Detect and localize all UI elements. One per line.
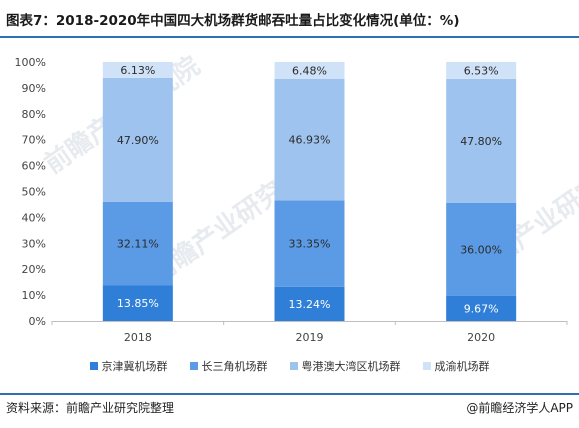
legend-item: 成渝机场群	[422, 358, 490, 374]
data-label: 36.00%	[460, 243, 502, 256]
data-label: 6.13%	[120, 64, 155, 77]
x-tick-label: 2018	[124, 331, 152, 344]
legend-item: 京津冀机场群	[89, 358, 168, 374]
brand-credit: @前瞻经济学人APP	[466, 401, 573, 415]
bar-segment	[102, 285, 173, 321]
data-label: 6.48%	[292, 64, 327, 77]
bar-segment	[102, 62, 173, 78]
data-label: 6.53%	[464, 64, 499, 77]
legend-label: 成渝机场群	[434, 360, 490, 373]
bar-segment	[274, 286, 345, 321]
legend-swatch	[289, 362, 298, 370]
y-tick-label: 30%	[22, 237, 46, 250]
chart-legend: 京津冀机场群 长三角机场群 粤港澳大湾区机场群 成渝机场群	[0, 358, 579, 374]
y-tick-label: 70%	[22, 134, 46, 147]
y-tick-label: 80%	[22, 108, 46, 121]
y-tick-label: 90%	[22, 82, 46, 95]
footer-divider	[0, 393, 579, 395]
bar-segment	[102, 77, 173, 202]
legend-item: 长三角机场群	[189, 358, 268, 374]
data-label: 47.90%	[117, 134, 159, 147]
bar-segment	[274, 200, 345, 287]
data-label: 13.24%	[289, 298, 331, 311]
x-tick-label: 2019	[296, 331, 324, 344]
footer: 资料来源：前瞻产业研究院整理 @前瞻经济学人APP	[0, 399, 579, 419]
data-label: 32.11%	[117, 238, 159, 251]
bar-segment	[274, 78, 345, 201]
y-tick-label: 0%	[29, 315, 46, 328]
x-tick-label: 2020	[467, 331, 495, 344]
legend-label: 长三角机场群	[201, 360, 268, 373]
bar-segment	[274, 62, 345, 79]
y-tick-label: 20%	[22, 263, 46, 276]
data-label: 47.80%	[460, 135, 502, 148]
bar-segment	[446, 295, 517, 321]
bar-segment	[446, 78, 517, 203]
legend-label: 粤港澳大湾区机场群	[301, 360, 401, 373]
legend-item: 粤港澳大湾区机场群	[289, 358, 401, 374]
y-tick-label: 100%	[15, 56, 46, 69]
bar-segment	[446, 202, 517, 296]
data-label: 46.93%	[289, 134, 331, 147]
y-tick-label: 10%	[22, 289, 46, 302]
title-divider	[0, 36, 579, 38]
y-tick-label: 40%	[22, 211, 46, 224]
data-label: 13.85%	[117, 297, 159, 310]
source-note: 资料来源：前瞻产业研究院整理	[6, 401, 175, 415]
data-label: 33.35%	[289, 238, 331, 251]
bar-segment	[446, 62, 517, 79]
legend-swatch	[422, 362, 431, 370]
y-tick-label: 50%	[22, 186, 46, 199]
legend-swatch	[89, 362, 98, 370]
bar-segment	[102, 201, 173, 286]
stacked-bar-chart: 0% 10% 20% 30% 40% 50% 60% 70% 80% 90% 100% 13.85% 3…	[15, 56, 568, 344]
chart-title: 图表7：2018-2020年中国四大机场群货邮吞吐量占比变化情况(单位：%)	[6, 13, 460, 29]
legend-label: 京津冀机场群	[101, 360, 168, 373]
data-label: 9.67%	[464, 302, 499, 315]
legend-swatch	[189, 362, 198, 370]
y-tick-label: 60%	[22, 160, 46, 173]
